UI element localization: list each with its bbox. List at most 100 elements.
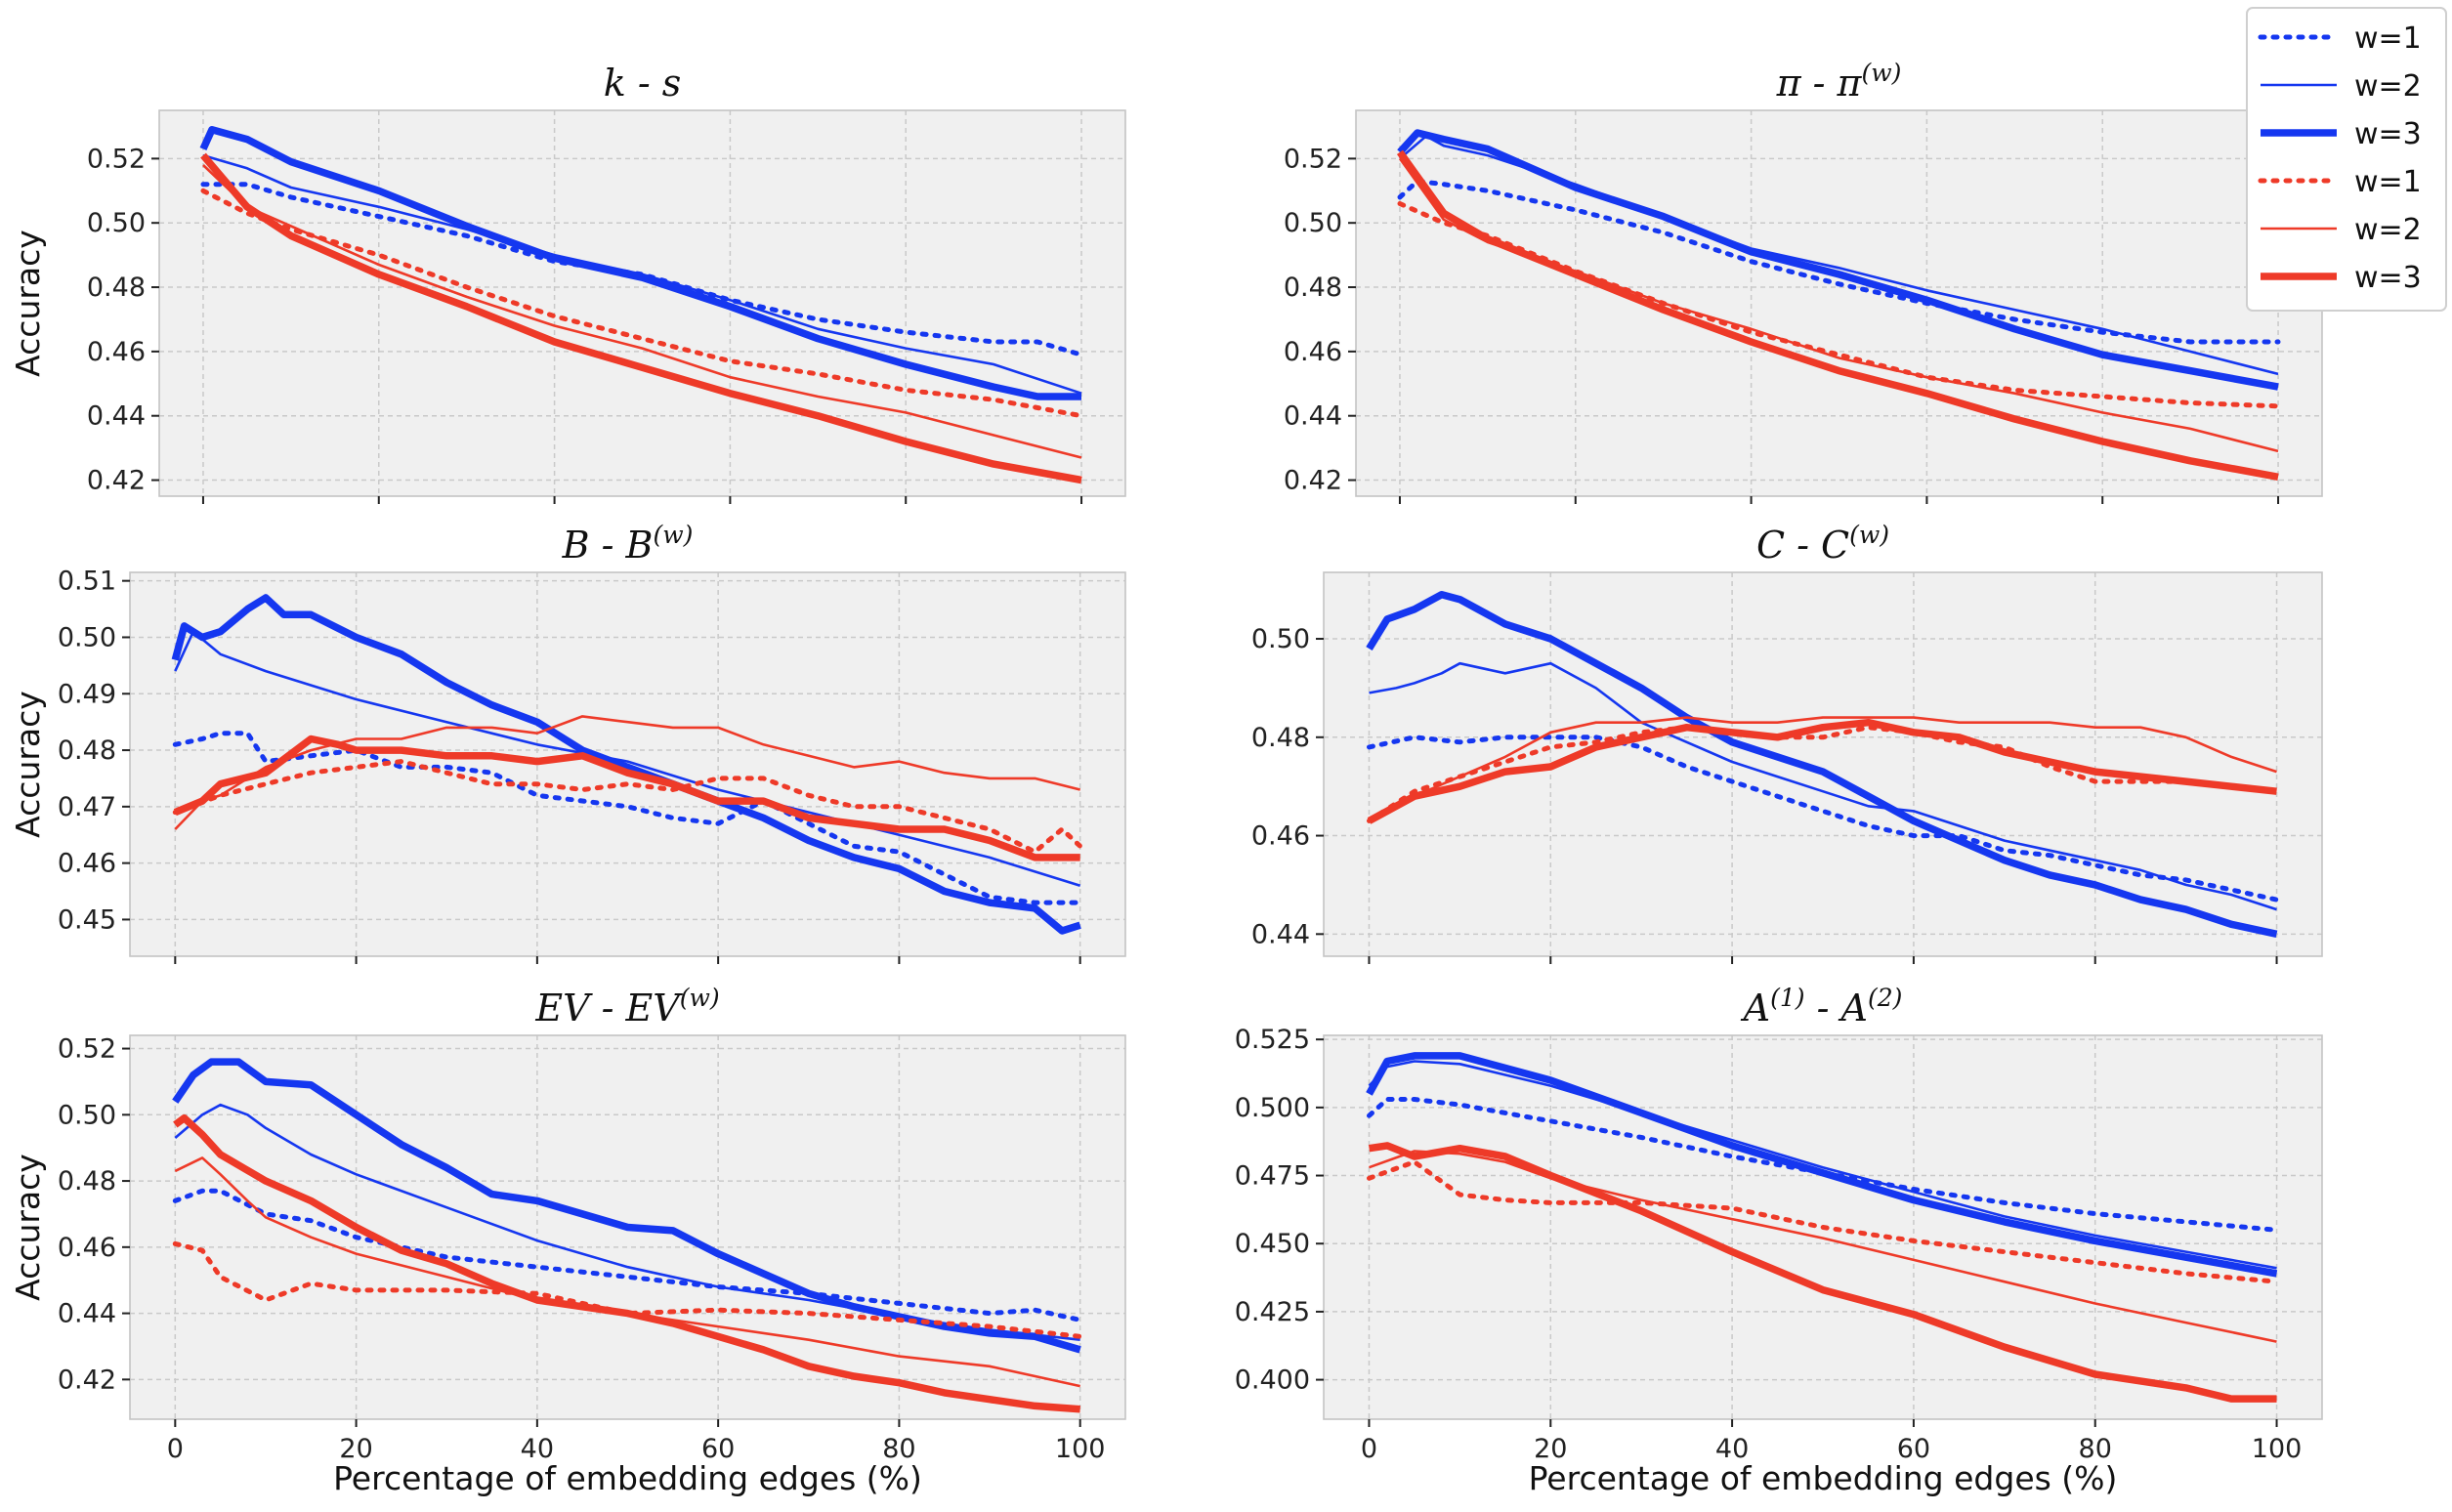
legend-label: w=2 xyxy=(2354,213,2422,247)
series-line-blue-thick xyxy=(199,126,1081,400)
y-tick-label: 0.42 xyxy=(87,466,146,496)
subplot-title: B - B(w) xyxy=(562,521,694,567)
x-tick-label: 40 xyxy=(521,1434,554,1464)
x-tick-label: 0 xyxy=(167,1434,184,1464)
series-line-red-thin xyxy=(1368,716,2277,822)
y-tick-label: 0.50 xyxy=(58,622,116,652)
series-line-red-dotted xyxy=(172,1240,1083,1339)
y-tick-label: 0.525 xyxy=(1235,1025,1310,1055)
y-tick-label: 0.46 xyxy=(87,337,146,367)
subplot-title: EV - EV(w) xyxy=(534,984,719,1029)
x-axis-label: Percentage of embedding edges (%) xyxy=(1529,1459,2118,1497)
x-tick-label: 100 xyxy=(1055,1434,1106,1464)
series-line-blue-dotted xyxy=(1367,1097,2279,1233)
y-tick-label: 0.425 xyxy=(1235,1297,1310,1327)
plot-area xyxy=(1356,110,2322,496)
x-tick-label: 80 xyxy=(882,1434,915,1464)
series-line-red-thick xyxy=(173,1113,1080,1413)
series-line-red-dotted xyxy=(1367,725,2279,823)
y-tick-label: 0.51 xyxy=(58,567,116,597)
y-tick-label: 0.475 xyxy=(1235,1161,1310,1192)
y-tick-label: 0.50 xyxy=(87,208,146,238)
y-tick-label: 0.46 xyxy=(58,1233,116,1263)
y-tick-label: 0.48 xyxy=(1284,273,1342,303)
series-line-blue-thick xyxy=(1397,129,2279,391)
x-tick-label: 80 xyxy=(2079,1434,2112,1464)
subplot-3: 0.45 0.46 0.47 0.48 0.49 0.50 0.51 B - B(w) Accu… xyxy=(9,521,1126,964)
subplot-5: 0 20 40 60 80 100 0.42 0.44 0.46 0.48 0.50 0.52 EV -… xyxy=(9,984,1126,1497)
y-tick-label: 0.46 xyxy=(58,849,116,879)
series-group xyxy=(171,594,1083,935)
series-group xyxy=(1396,129,2281,481)
series-line-blue-thick xyxy=(171,594,1081,935)
legend-frame xyxy=(2246,7,2447,312)
y-axis-label: Accuracy xyxy=(9,1154,47,1301)
x-tick-label: 20 xyxy=(339,1434,372,1464)
series-line-blue-thin xyxy=(1369,661,2277,911)
series-line-blue-thin xyxy=(174,630,1081,888)
series-group xyxy=(1366,1052,2279,1403)
y-axis-label: Accuracy xyxy=(9,230,47,377)
y-tick-label: 0.45 xyxy=(58,904,116,935)
y-tick-label: 0.400 xyxy=(1235,1365,1310,1396)
y-tick-label: 0.48 xyxy=(58,1166,116,1197)
legend-label: w=1 xyxy=(2354,165,2422,199)
legend-label: w=3 xyxy=(2354,117,2422,151)
y-tick-label: 0.44 xyxy=(87,401,146,432)
series-line-blue-thin xyxy=(1368,1060,2277,1270)
legend: w=1 w=2 w=3 w=1 w=2 w=3 xyxy=(2246,7,2447,312)
subplot-title: k - s xyxy=(604,62,682,105)
subplot-title: A(1) - A(2) xyxy=(1741,984,1903,1029)
y-tick-label: 0.46 xyxy=(1251,821,1310,852)
series-line-red-thick xyxy=(173,735,1080,861)
series-line-red-dotted xyxy=(1367,1159,2279,1284)
series-line-red-dotted xyxy=(172,759,1083,855)
y-tick-label: 0.48 xyxy=(1251,723,1310,753)
plot-area xyxy=(1324,572,2322,956)
plot-frame xyxy=(129,1034,1126,1420)
y-tick-label: 0.42 xyxy=(1284,466,1342,496)
legend-label: w=3 xyxy=(2354,261,2422,295)
y-tick-label: 0.50 xyxy=(1251,624,1310,654)
series-line-red-thin xyxy=(1369,1150,2277,1343)
x-tick-label: 60 xyxy=(701,1434,735,1464)
plot-frame xyxy=(1323,1034,2323,1420)
subplot-2: 0.42 0.44 0.46 0.48 0.50 0.52 π - π(w) xyxy=(1284,59,2323,504)
x-tick-label: 60 xyxy=(1897,1434,1930,1464)
series-group xyxy=(1366,590,2279,938)
subplot-title: C - C(w) xyxy=(1756,521,1889,567)
series-line-blue-dotted xyxy=(1367,735,2279,903)
series-line-red-thick xyxy=(1368,1142,2277,1403)
y-tick-label: 0.52 xyxy=(58,1034,116,1065)
series-line-red-thin xyxy=(174,1156,1080,1388)
y-tick-label: 0.42 xyxy=(58,1365,116,1395)
subplot-title: π - π(w) xyxy=(1776,59,1902,105)
series-group xyxy=(172,1058,1083,1413)
y-tick-label: 0.52 xyxy=(1284,144,1342,174)
subplot-4: 0.44 0.46 0.48 0.50 C - C(w) xyxy=(1251,521,2323,964)
series-line-red-thick xyxy=(200,152,1082,484)
x-axis-label: Percentage of embedding edges (%) xyxy=(333,1459,922,1497)
x-tick-label: 0 xyxy=(1361,1434,1377,1464)
y-tick-label: 0.48 xyxy=(58,735,116,766)
series-group xyxy=(199,126,1084,484)
x-tick-label: 40 xyxy=(1715,1434,1749,1464)
series-line-red-thick xyxy=(1396,149,2279,481)
y-axis-label: Accuracy xyxy=(9,691,47,838)
y-tick-label: 0.48 xyxy=(87,273,146,303)
y-tick-label: 0.50 xyxy=(58,1100,116,1130)
legend-label: w=1 xyxy=(2354,21,2422,56)
x-tick-label: 20 xyxy=(1534,1434,1567,1464)
series-line-blue-thick xyxy=(1366,1052,2278,1278)
x-tick-label: 100 xyxy=(2252,1434,2303,1464)
y-tick-label: 0.44 xyxy=(58,1299,116,1329)
y-tick-label: 0.500 xyxy=(1235,1093,1310,1123)
y-tick-label: 0.52 xyxy=(87,144,146,174)
subplot-1: 0.42 0.44 0.46 0.48 0.50 0.52 k - s Accuracy xyxy=(9,62,1126,504)
plot-frame xyxy=(129,571,1126,957)
plot-frame xyxy=(1323,571,2323,957)
series-line-blue-dotted xyxy=(172,1188,1083,1323)
y-tick-label: 0.44 xyxy=(1284,401,1342,432)
series-line-red-thick xyxy=(1367,718,2277,824)
